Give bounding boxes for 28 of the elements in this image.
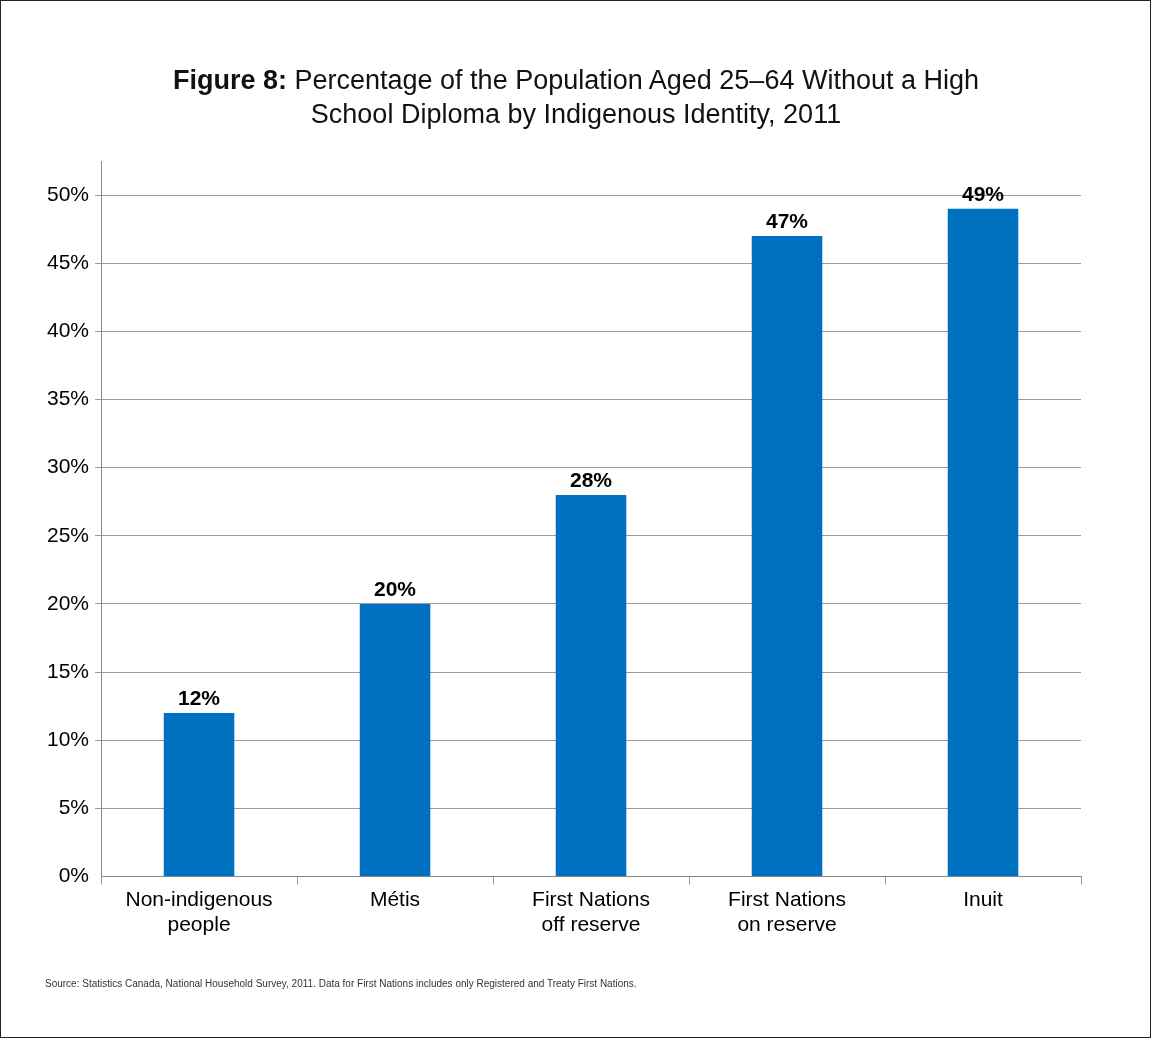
x-tick-label: First Nations off reserve — [532, 887, 650, 936]
y-tick-label: 10% — [47, 727, 90, 751]
y-tick-label: 25% — [47, 522, 90, 546]
bar — [555, 494, 627, 877]
bar — [947, 208, 1019, 877]
chart-title: Figure 8: Percentage of the Population Aged 25–64 Without a High School Diploma by Indigenous Identity, 2011 — [172, 64, 980, 131]
x-tick-label: First Nations on reserve — [728, 887, 846, 936]
y-tick-label: 30% — [47, 454, 90, 478]
data-label: 20% — [374, 577, 417, 601]
y-tick-label: 5% — [58, 795, 90, 819]
bar — [751, 235, 823, 877]
y-tick-label: 50% — [47, 181, 90, 205]
y-tick-label: 15% — [47, 658, 90, 682]
y-tick-label: 20% — [47, 590, 90, 614]
data-label: 47% — [765, 209, 809, 233]
y-tick-label: 0% — [58, 863, 90, 887]
y-tick-label: 45% — [47, 250, 90, 274]
source-note: Source: Statistics Canada, National Household Survey, 2011. Data for First Nations includes only Registered and Treaty First Nations. — [45, 978, 637, 989]
x-tick-label: Non-indigenous people — [125, 887, 273, 936]
data-label: 49% — [961, 182, 1005, 205]
bar — [359, 603, 431, 877]
x-tick-label: Métis — [369, 887, 421, 910]
data-label: 28% — [570, 468, 613, 492]
y-tick-label: 40% — [47, 318, 90, 342]
x-tick-label: Inuit — [963, 887, 1004, 910]
y-tick-label: 35% — [47, 386, 90, 410]
bar — [163, 713, 235, 877]
data-label: 12% — [178, 686, 221, 710]
